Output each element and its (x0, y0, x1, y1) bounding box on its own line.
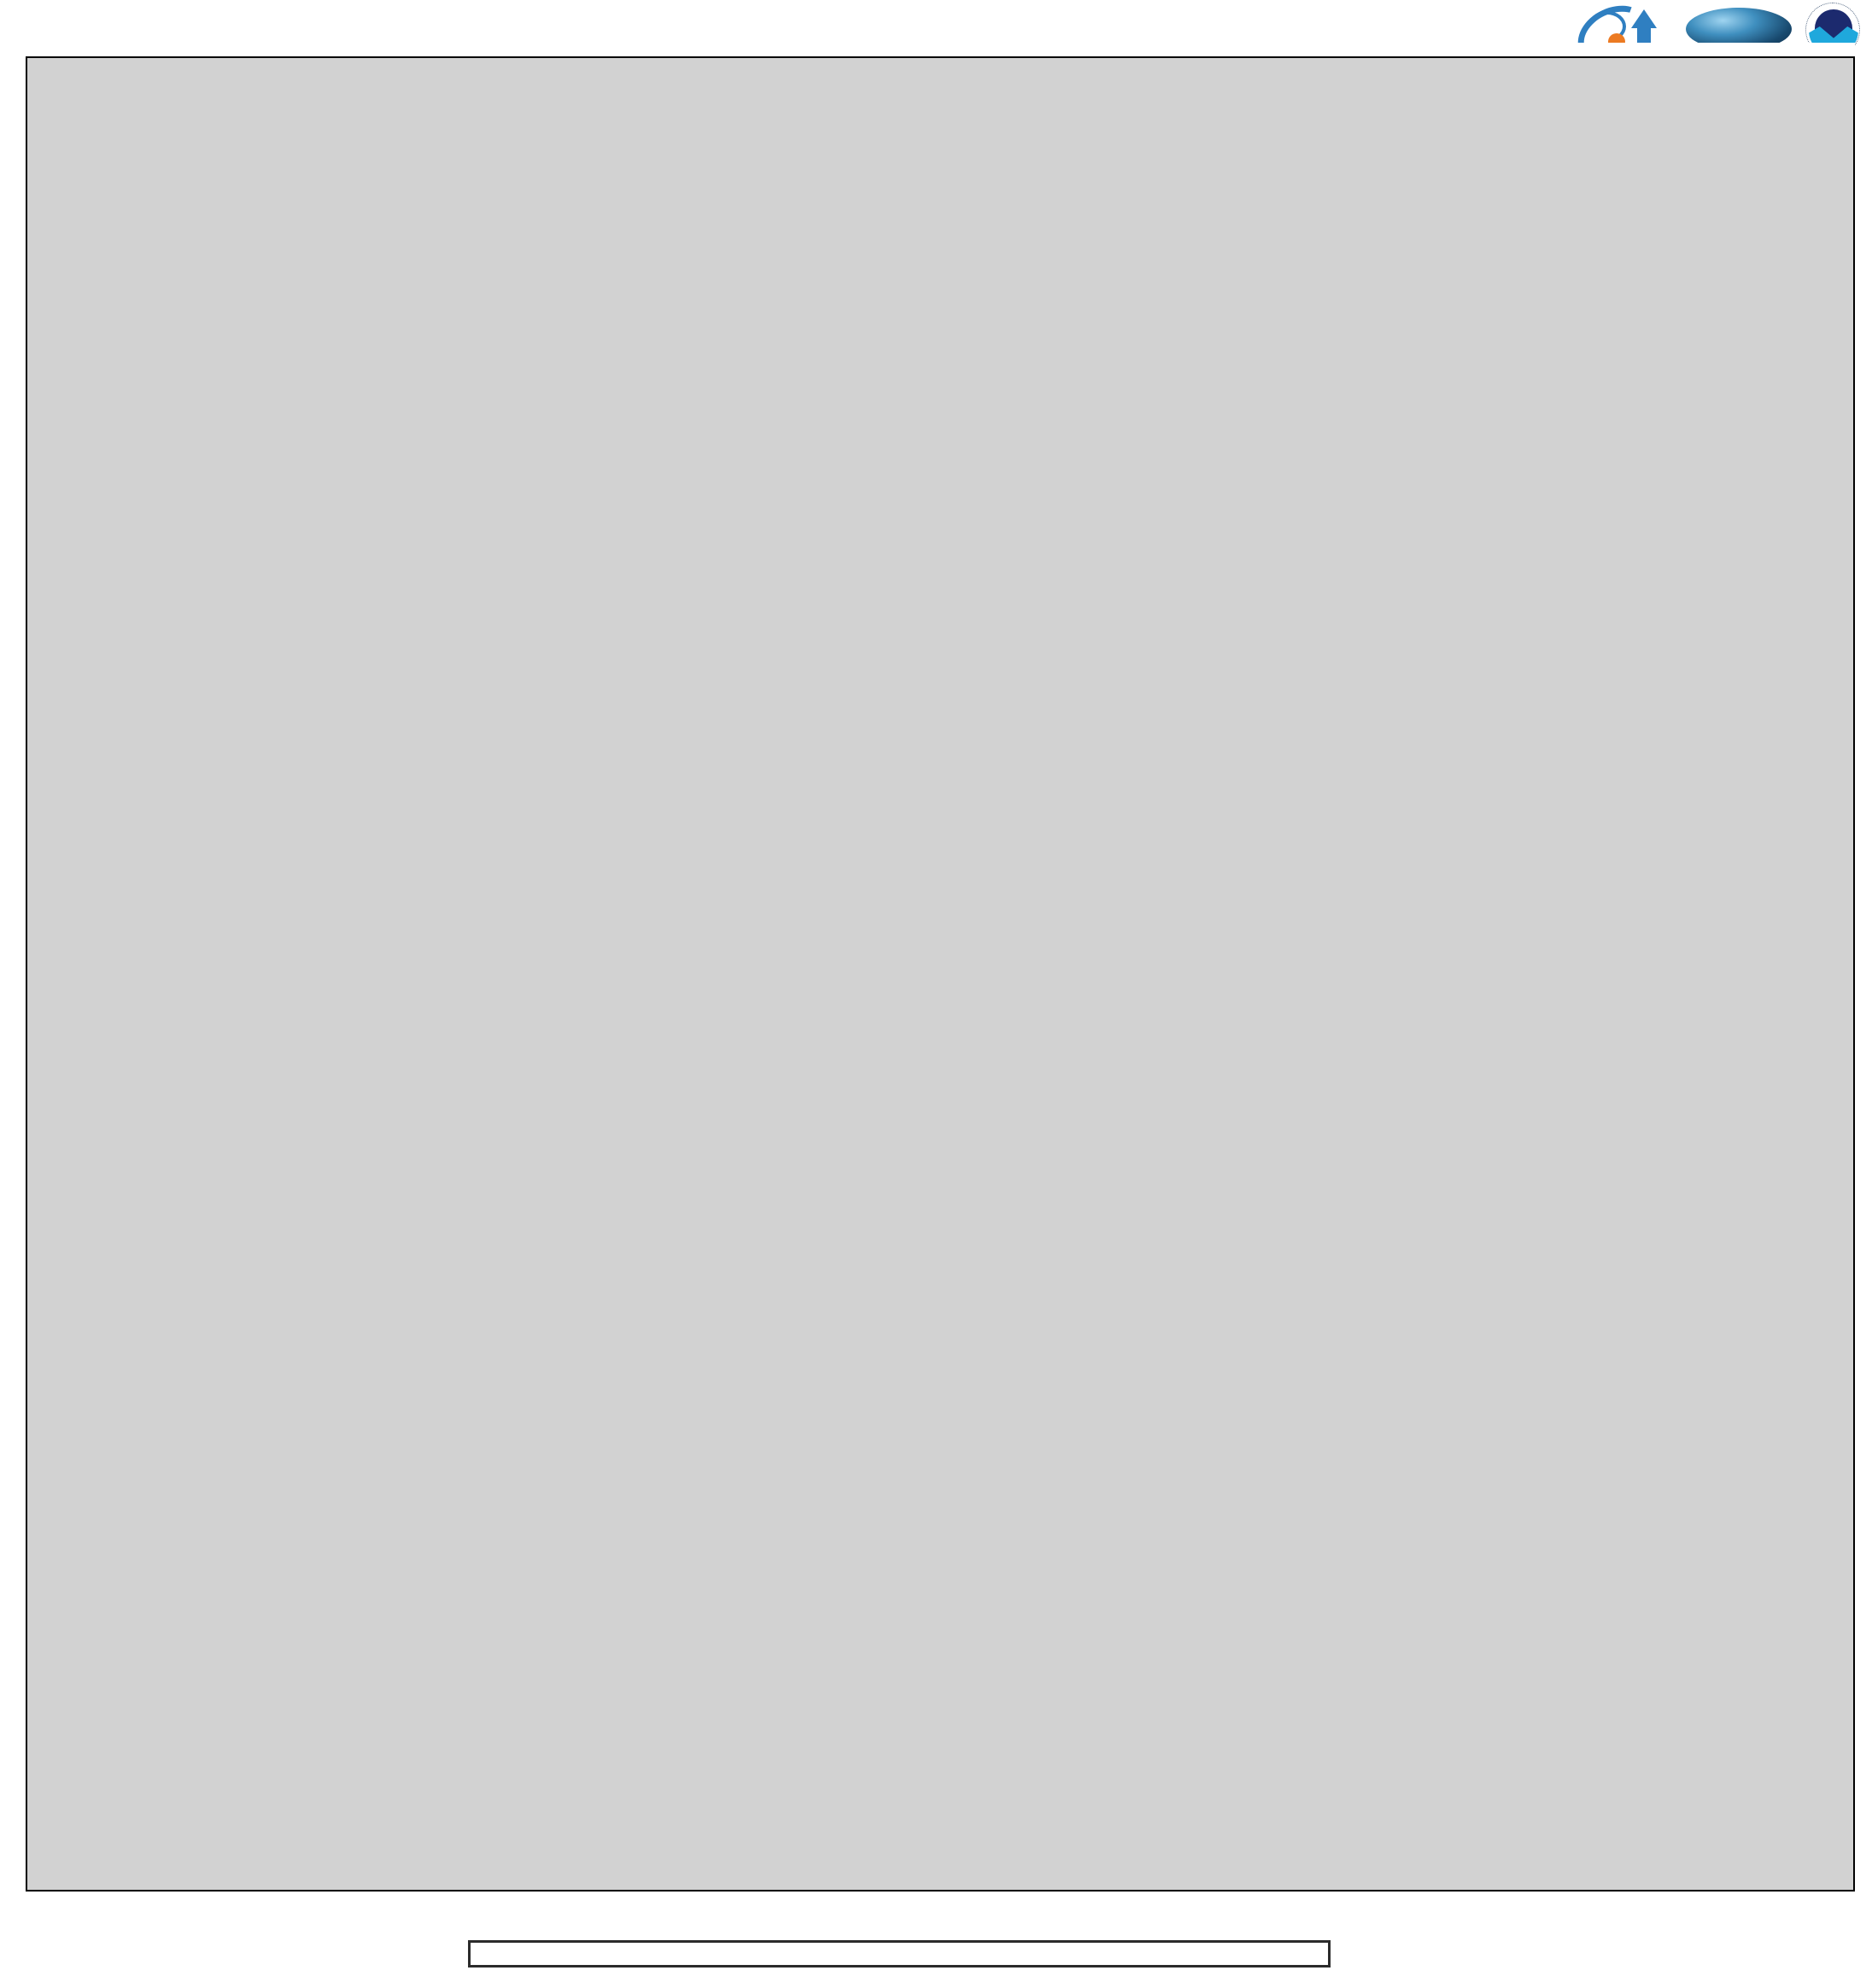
inpe-inner-arc-icon (1588, 11, 1626, 42)
temperature-colorbar (468, 1940, 1331, 1968)
satellite-imagery-canvas (27, 58, 1853, 1890)
longitude-tickbar-top (26, 43, 1855, 56)
latitude-tickbar-right (1855, 56, 1870, 1892)
colorbar-gradient (471, 1943, 1328, 1965)
longitude-tickbar-bottom (26, 1892, 1855, 1905)
colorbar-region (0, 1940, 1872, 1988)
inpe-arrow-icon (1631, 9, 1657, 28)
satellite-image-map (26, 56, 1855, 1892)
latitude-tickbar-left (10, 56, 26, 1892)
